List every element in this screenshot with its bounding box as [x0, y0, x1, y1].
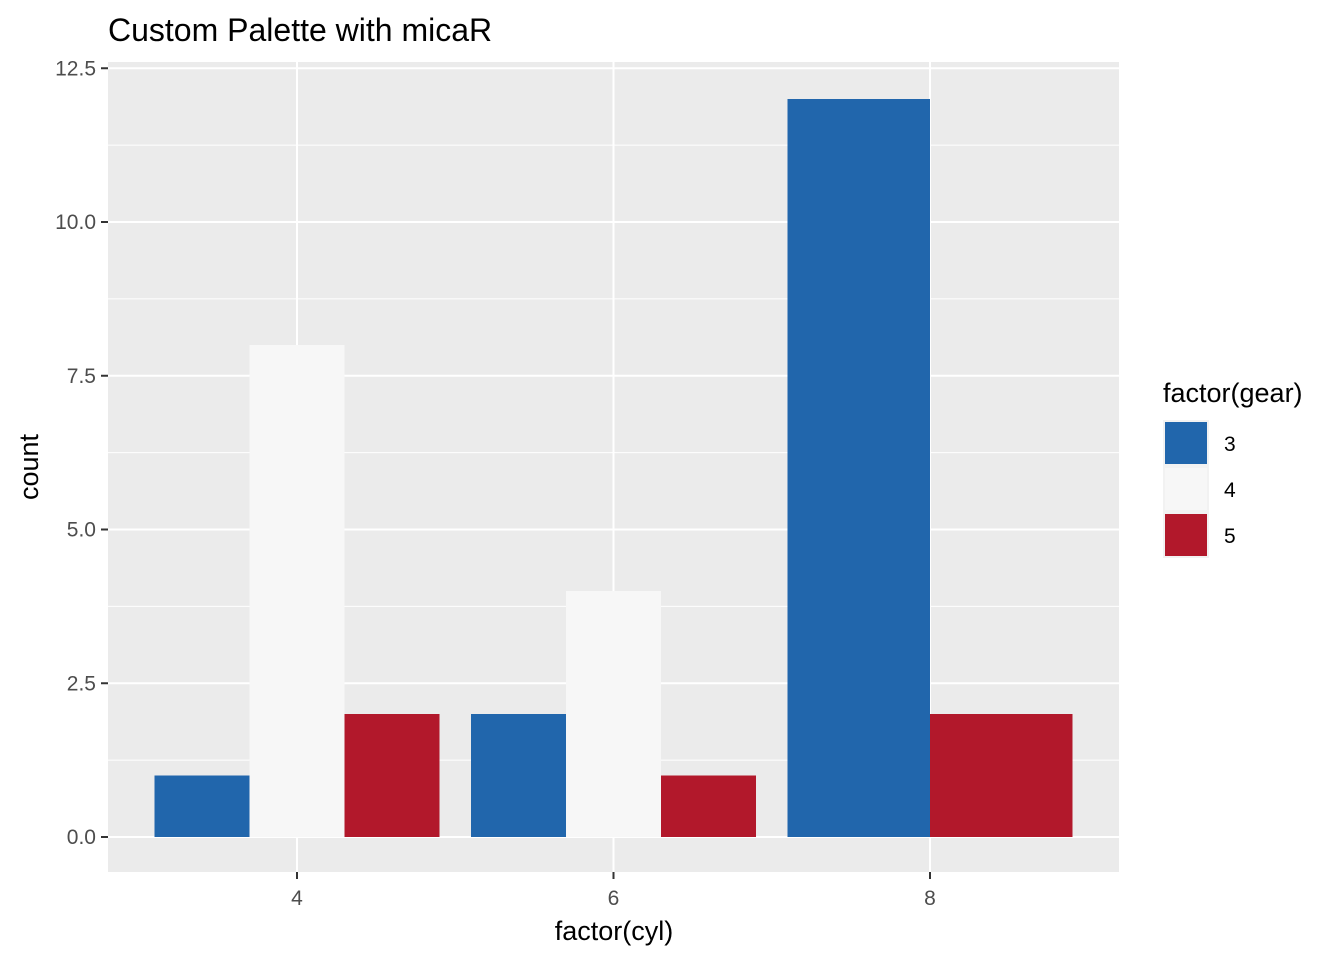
legend-label-4: 4: [1224, 479, 1236, 502]
bar-cyl4-gear5: [344, 714, 440, 837]
legend-label-5: 5: [1224, 525, 1236, 548]
y-tick-label: 10.0: [55, 211, 96, 234]
legend-swatch-5: [1165, 514, 1207, 556]
legend-label-3: 3: [1224, 433, 1236, 456]
x-tick-label: 4: [291, 887, 303, 910]
x-tick-label: 6: [608, 887, 620, 910]
bar-cyl6-gear3: [471, 714, 566, 837]
bar-cyl8-gear3: [787, 99, 930, 837]
x-tick-label: 8: [924, 887, 936, 910]
legend-swatch-4: [1165, 468, 1207, 510]
y-tick-label: 7.5: [67, 365, 96, 388]
y-tick-label: 2.5: [67, 672, 96, 695]
y-axis-ticks: 0.0 2.5 5.0 7.5 10.0 12.5: [55, 57, 108, 849]
y-tick-label: 0.0: [67, 826, 96, 849]
legend-title: factor(gear): [1163, 378, 1303, 408]
x-axis-title: factor(cyl): [555, 916, 674, 946]
y-tick-label: 5.0: [67, 519, 96, 542]
bar-cyl4-gear4: [249, 345, 345, 837]
bars: [154, 99, 1073, 837]
bar-cyl4-gear3: [154, 775, 250, 837]
bar-cyl6-gear4: [566, 591, 661, 837]
x-axis-ticks: 4 6 8: [291, 872, 936, 910]
legend-swatch-3: [1165, 422, 1207, 464]
legend: factor(gear) 3 4 5: [1163, 378, 1303, 558]
chart-title: Custom Palette with micaR: [108, 12, 492, 48]
bar-cyl6-gear5: [661, 775, 756, 837]
y-axis-title: count: [14, 433, 44, 500]
y-tick-label: 12.5: [55, 57, 96, 80]
bar-cyl8-gear5: [930, 714, 1073, 837]
